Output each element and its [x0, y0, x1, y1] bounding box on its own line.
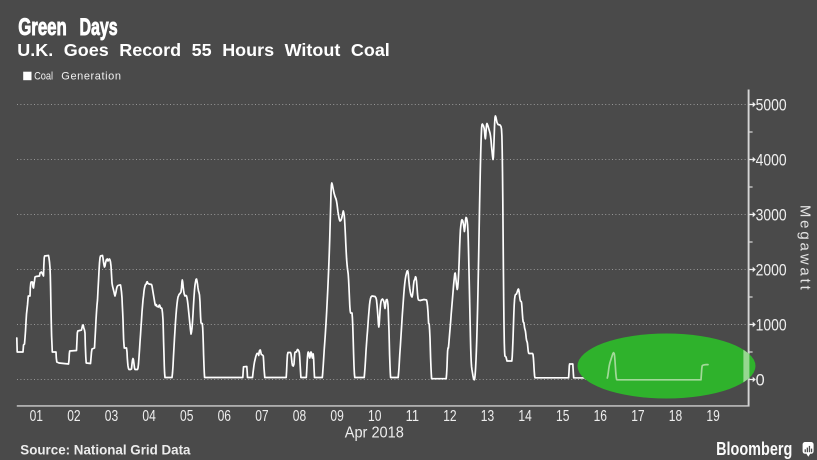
svg-text:10: 10: [368, 408, 382, 425]
svg-text:18: 18: [669, 408, 683, 425]
svg-text:01: 01: [30, 408, 44, 425]
svg-text:Days: Days: [80, 14, 118, 41]
svg-text:2000: 2000: [756, 261, 787, 279]
svg-text:11: 11: [406, 408, 420, 425]
svg-text:Apr 2018: Apr 2018: [345, 425, 404, 442]
svg-text:Megawatt: Megawatt: [796, 205, 813, 291]
svg-text:U.K. Goes Record 55 Hours Wito: U.K. Goes Record 55 Hours Witout Coal: [17, 40, 389, 60]
svg-text:15: 15: [556, 408, 570, 425]
svg-text:19: 19: [706, 408, 720, 425]
svg-text:07: 07: [255, 408, 268, 425]
svg-text:06: 06: [218, 408, 232, 425]
svg-text:Bloomberg: Bloomberg: [716, 438, 792, 459]
svg-text:03: 03: [105, 408, 119, 425]
svg-text:12: 12: [443, 408, 456, 425]
svg-text:Green: Green: [18, 14, 67, 41]
svg-text:04: 04: [142, 408, 156, 425]
svg-text:3000: 3000: [756, 206, 787, 224]
svg-text:17: 17: [631, 408, 644, 425]
svg-text:5000: 5000: [756, 96, 787, 114]
svg-text:16: 16: [594, 408, 608, 425]
svg-text:1000: 1000: [756, 316, 787, 334]
svg-text:0: 0: [756, 371, 765, 389]
svg-text:08: 08: [293, 408, 307, 425]
svg-text:05: 05: [180, 408, 194, 425]
svg-text:09: 09: [330, 408, 344, 425]
svg-text:02: 02: [67, 408, 80, 425]
svg-text:4000: 4000: [756, 151, 787, 169]
svg-text:14: 14: [518, 408, 532, 425]
svg-text:Source: National Grid Data: Source: National Grid Data: [20, 442, 190, 458]
svg-text:13: 13: [481, 408, 495, 425]
